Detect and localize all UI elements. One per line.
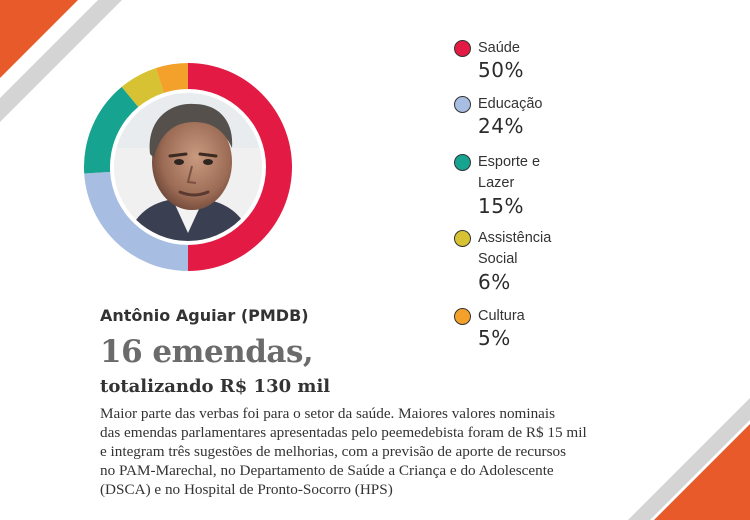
legend-label: Assistência Social	[478, 230, 552, 267]
donut-slice-assistencia	[121, 68, 164, 107]
legend-dot-esporte	[454, 154, 471, 171]
body-text: Maior parte das verbas foi para o setor …	[100, 404, 690, 499]
headline: 16 emendas,	[100, 334, 314, 370]
body-line: (DSCA) e no Hospital de Pronto-Socorro (…	[100, 481, 393, 498]
subhead: totalizando R$ 130 mil	[100, 376, 331, 397]
politician-name: Antônio Aguiar (PMDB)	[100, 306, 309, 325]
corner-decoration-top-left	[0, 0, 122, 122]
body-line: Maior parte das verbas foi para o setor …	[100, 405, 556, 422]
legend-value: 5%	[478, 326, 511, 350]
legend-label: Cultura	[478, 308, 525, 324]
legend-dot-cultura	[454, 308, 471, 325]
donut-slice-cultura	[155, 63, 188, 93]
legend-dot-saude	[454, 40, 471, 57]
body-line: no PAM-Marechal, no Departamento de Saúd…	[100, 462, 554, 479]
donut-slice-esporte	[84, 86, 139, 174]
legend-value: 50%	[478, 58, 524, 82]
body-line: das emendas parlamentares apresentadas p…	[100, 424, 587, 441]
legend-label: Saúde	[478, 40, 520, 56]
legend-dot-assistencia	[454, 230, 471, 247]
legend-dot-educacao	[454, 96, 471, 113]
donut-slice-educacao	[84, 171, 188, 271]
donut-chart	[84, 58, 292, 276]
legend-value: 6%	[478, 270, 511, 294]
body-line: e integram três sugestões de melhorias, …	[100, 443, 567, 460]
corner-decoration-bottom-right	[628, 398, 750, 520]
legend-value: 24%	[478, 114, 524, 138]
legend-label: Educação	[478, 96, 543, 112]
legend-value: 15%	[478, 194, 524, 218]
donut-slice-saude	[188, 63, 292, 271]
donut-chart-svg	[84, 63, 292, 271]
legend-label: Esporte e Lazer	[478, 154, 541, 191]
